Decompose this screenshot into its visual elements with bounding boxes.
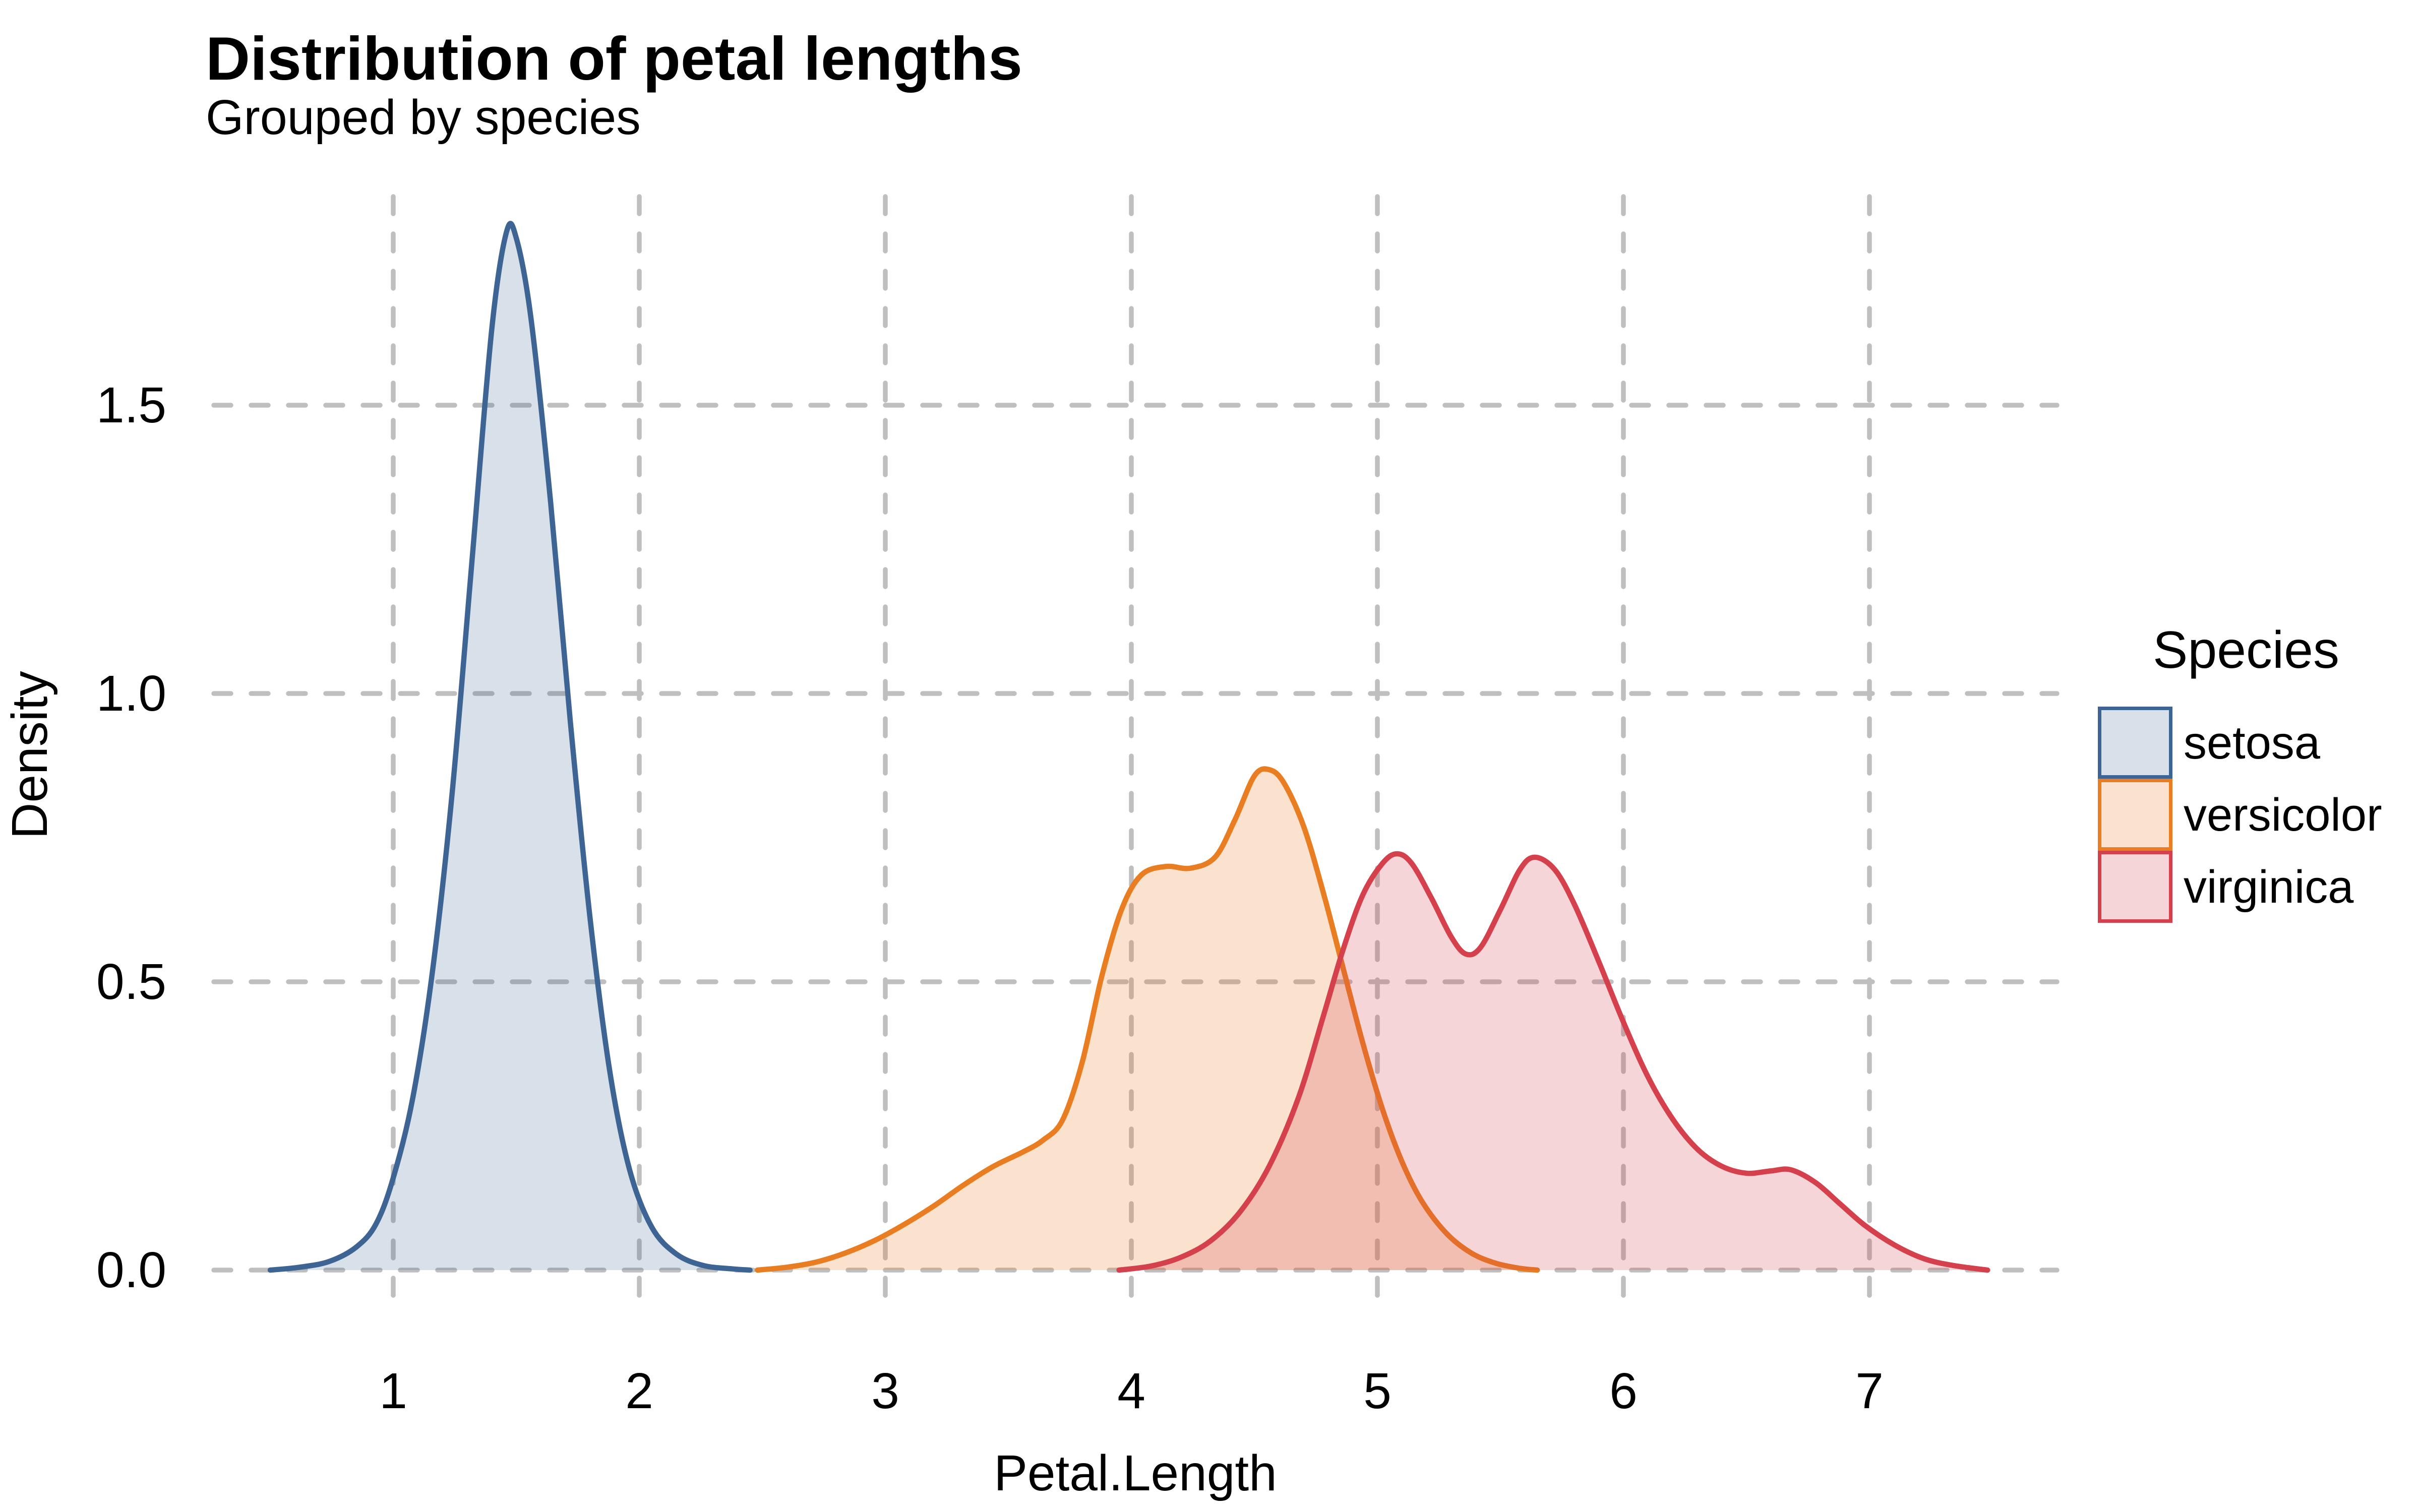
x-axis-title: Petal.Length bbox=[994, 1445, 1277, 1501]
density-curve-setosa bbox=[267, 221, 753, 1273]
legend-swatch-versicolor bbox=[2098, 779, 2172, 851]
y-tick-label-0.5: 0.5 bbox=[96, 954, 166, 1010]
legend-items: setosa versicolor virginica bbox=[2098, 707, 2382, 923]
x-tick-label-6: 6 bbox=[1609, 1363, 1638, 1419]
density-area-versicolor bbox=[757, 769, 1538, 1270]
density-area-setosa bbox=[270, 223, 750, 1271]
legend-label-virginica: virginica bbox=[2184, 861, 2354, 913]
y-axis-title: Density bbox=[2, 671, 58, 839]
x-tick-label-1: 1 bbox=[379, 1363, 407, 1419]
density-area-virginica bbox=[1119, 854, 1988, 1270]
legend-swatch-setosa bbox=[2098, 707, 2172, 779]
x-tick-label-3: 3 bbox=[871, 1363, 899, 1419]
legend-label-setosa: setosa bbox=[2184, 717, 2321, 769]
legend-item-virginica: virginica bbox=[2098, 851, 2382, 923]
x-tick-label-4: 4 bbox=[1117, 1363, 1145, 1419]
legend-title: Species bbox=[2153, 621, 2339, 679]
density-curve-versicolor bbox=[754, 766, 1540, 1273]
chart-subtitle: Grouped by species bbox=[206, 90, 641, 145]
x-tick-label-7: 7 bbox=[1855, 1363, 1884, 1419]
legend-label-versicolor: versicolor bbox=[2184, 789, 2382, 841]
y-tick-label-0.0: 0.0 bbox=[96, 1242, 166, 1298]
y-tick-label-1.5: 1.5 bbox=[96, 377, 166, 433]
x-tick-label-5: 5 bbox=[1363, 1363, 1392, 1419]
chart-title: Distribution of petal lengths bbox=[206, 24, 1022, 93]
legend-swatch-virginica bbox=[2098, 851, 2172, 923]
legend-item-versicolor: versicolor bbox=[2098, 779, 2382, 851]
y-tick-label-1.0: 1.0 bbox=[96, 665, 166, 722]
x-tick-label-2: 2 bbox=[625, 1363, 653, 1419]
density-curve-virginica bbox=[1116, 851, 1990, 1273]
legend-item-setosa: setosa bbox=[2098, 707, 2382, 779]
